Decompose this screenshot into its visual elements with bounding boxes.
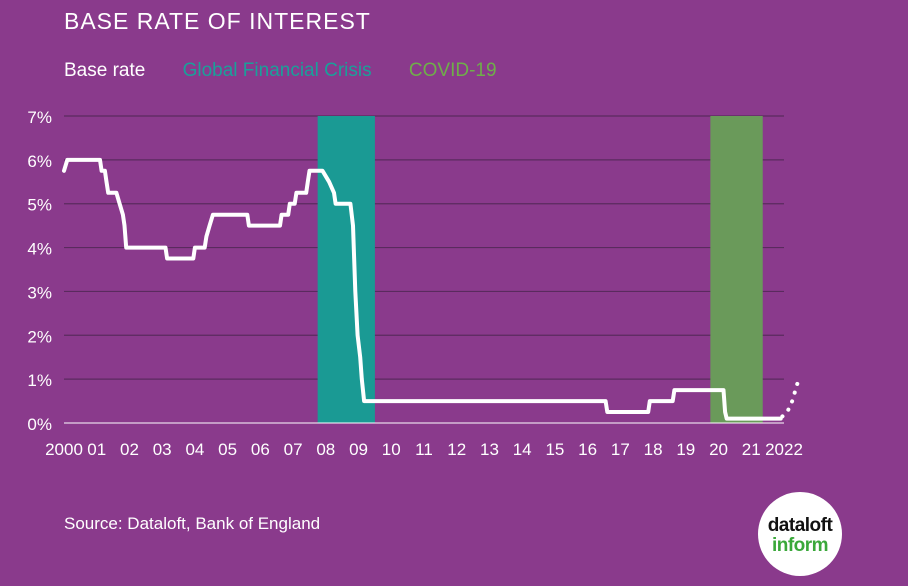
x-tick-label-0: 2000 — [45, 440, 83, 459]
x-tick-label-5: 05 — [218, 440, 237, 459]
shaded-region-covid — [710, 116, 763, 423]
x-tick-label-9: 09 — [349, 440, 368, 459]
x-tick-label-12: 12 — [447, 440, 466, 459]
source-note: Source: Dataloft, Bank of England — [64, 514, 321, 533]
y-tick-label-7: 7% — [27, 108, 52, 127]
x-tick-label-13: 13 — [480, 440, 499, 459]
logo-line-2: inform — [771, 535, 829, 556]
y-tick-label-2: 2% — [27, 327, 52, 346]
y-tick-label-3: 3% — [27, 283, 52, 302]
y-tick-label-0: 0% — [27, 415, 52, 434]
x-tick-label-16: 16 — [578, 440, 597, 459]
x-tick-label-8: 08 — [316, 440, 335, 459]
x-tick-label-2: 02 — [120, 440, 139, 459]
forecast-dotted-line — [780, 377, 801, 419]
x-tick-label-10: 10 — [382, 440, 401, 459]
legend-global-financial-crisis: Global Financial Crisis — [182, 60, 372, 81]
shaded-region-gfc — [317, 116, 375, 423]
legend: Base rate Global Financial Crisis COVID-… — [64, 60, 529, 82]
dataloft-inform-logo: dataloft inform — [758, 492, 842, 576]
x-tick-label-15: 15 — [545, 440, 564, 459]
x-tick-label-11: 11 — [415, 440, 433, 459]
y-tick-label-4: 4% — [27, 240, 52, 259]
chart-title: BASE RATE OF INTEREST — [64, 8, 371, 34]
x-tick-label-21: 21 — [742, 440, 761, 459]
x-tick-label-20: 20 — [709, 440, 728, 459]
y-tick-label-1: 1% — [27, 371, 52, 390]
x-tick-label-17: 17 — [611, 440, 630, 459]
x-tick-label-14: 14 — [513, 440, 532, 459]
x-tick-label-18: 18 — [644, 440, 663, 459]
logo-line-1: dataloft — [767, 515, 833, 536]
legend-base-rate: Base rate — [64, 60, 146, 81]
x-tick-label-3: 03 — [153, 440, 172, 459]
y-tick-label-6: 6% — [27, 152, 52, 171]
base-rate-line — [62, 157, 783, 421]
x-tick-label-1: 01 — [87, 440, 106, 459]
x-tick-label-22: 2022 — [765, 440, 803, 459]
y-tick-label-5: 5% — [27, 196, 52, 215]
x-tick-label-6: 06 — [251, 440, 270, 459]
x-tick-label-7: 07 — [284, 440, 303, 459]
legend-covid-19: COVID-19 — [408, 60, 497, 81]
x-tick-label-4: 04 — [185, 440, 204, 459]
x-tick-label-19: 19 — [676, 440, 695, 459]
